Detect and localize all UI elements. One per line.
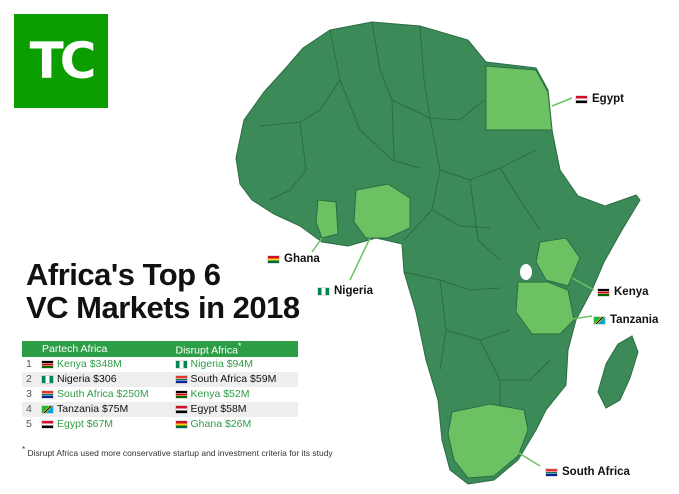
chart-title: Africa's Top 6 VC Markets in 2018 [26,258,300,324]
cell-text: Nigeria $306 [57,373,117,385]
cell-disrupt: Kenya $52M [171,386,298,402]
ghana-flag-icon [268,255,279,263]
tanzania-flag-icon [42,405,53,413]
logo-text: TC [29,32,97,90]
country-borders [259,21,551,431]
vc-markets-table: Partech Africa Disrupt Africa* 1 Kenya $3… [22,341,298,432]
cell-text: Nigeria $94M [190,358,253,370]
header-disrupt: Disrupt Africa* [171,341,298,357]
header-partech: Partech Africa [38,341,172,357]
cell-partech: Nigeria $306 [38,371,172,387]
label-egypt: Egypt [576,93,624,105]
nigeria-region [353,183,411,239]
kenya-flag-icon [42,360,53,368]
tanzania-flag-icon [594,316,605,324]
table-row: 4 Tanzania $75M Egypt $58M [22,401,298,417]
cell-content: Kenya $52M [175,388,298,400]
footnote: * Disrupt Africa used more conservative … [22,445,333,458]
leader-lines [311,97,595,467]
cell-content: Egypt $67M [42,418,172,430]
row-rank: 2 [22,371,38,387]
nigeria-flag-icon [175,360,187,368]
lake-victoria [520,264,532,280]
cell-partech: South Africa $250M [38,386,172,402]
cell-content: Egypt $58M [175,403,298,415]
row-rank: 4 [22,401,38,417]
cell-partech: Tanzania $75M [38,401,172,417]
cell-text: Egypt $58M [190,403,247,415]
ghana-region [315,199,339,239]
row-rank: 5 [22,416,38,432]
cell-content: Tanzania $75M [42,403,172,415]
nigeria-flag-icon [42,375,53,383]
cell-text: South Africa $59M [190,373,277,385]
ghana-flag-icon [175,420,187,428]
label-nigeria: Nigeria [318,285,373,297]
table-row: 2 Nigeria $306 South Africa $59M [22,371,298,387]
cell-content: Ghana $26M [175,418,298,430]
cell-partech: Egypt $67M [38,416,172,432]
kenya-flag-icon [598,288,609,296]
title-line-2: VC Markets in 2018 [26,290,300,325]
techcrunch-logo: TC [14,14,108,108]
table-header-row: Partech Africa Disrupt Africa* [22,341,298,357]
header-rank [22,341,38,357]
egypt-region [485,65,553,131]
south-africa-flag-icon [175,375,187,383]
cell-text: Kenya $348M [57,358,122,370]
cell-content: South Africa $250M [42,388,172,400]
south-africa-flag-icon [546,468,557,476]
cell-text: Ghana $26M [190,418,252,430]
cell-text: Egypt $67M [57,418,114,430]
table-body: 1 Kenya $348M Nigeria $94M 2 Nigeria $306 Sou… [22,356,298,432]
south-africa-flag-icon [42,390,53,398]
cell-content: Kenya $348M [42,358,172,370]
south-africa-region [447,403,529,479]
label-tanzania: Tanzania [594,314,658,326]
cell-text: South Africa $250M [57,388,149,400]
kenya-flag-icon [175,390,187,398]
cell-disrupt: Ghana $26M [171,416,298,432]
table-row: 3 South Africa $250M Kenya $52M [22,386,298,402]
title-line-1: Africa's Top 6 [26,257,221,292]
label-south-africa: South Africa [546,466,630,478]
madagascar [597,335,639,409]
egypt-flag-icon [42,420,53,428]
table-row: 5 Egypt $67M Ghana $26M [22,416,298,432]
cell-content: Nigeria $94M [175,358,298,370]
tanzania-region [515,281,575,335]
row-rank: 3 [22,386,38,402]
cell-partech: Kenya $348M [38,356,172,372]
cell-disrupt: South Africa $59M [171,371,298,387]
cell-text: Tanzania $75M [57,403,129,415]
cell-text: Kenya $52M [190,388,250,400]
cell-content: South Africa $59M [175,373,298,385]
cell-disrupt: Nigeria $94M [171,356,298,372]
nigeria-flag-icon [318,287,329,295]
highlighted-countries [315,65,581,479]
label-kenya: Kenya [598,286,649,298]
table-row: 1 Kenya $348M Nigeria $94M [22,356,298,372]
egypt-flag-icon [175,405,187,413]
egypt-flag-icon [576,95,587,103]
row-rank: 1 [22,356,38,372]
label-ghana: Ghana [268,253,320,265]
cell-disrupt: Egypt $58M [171,401,298,417]
kenya-region [535,237,581,287]
cell-content: Nigeria $306 [42,373,172,385]
